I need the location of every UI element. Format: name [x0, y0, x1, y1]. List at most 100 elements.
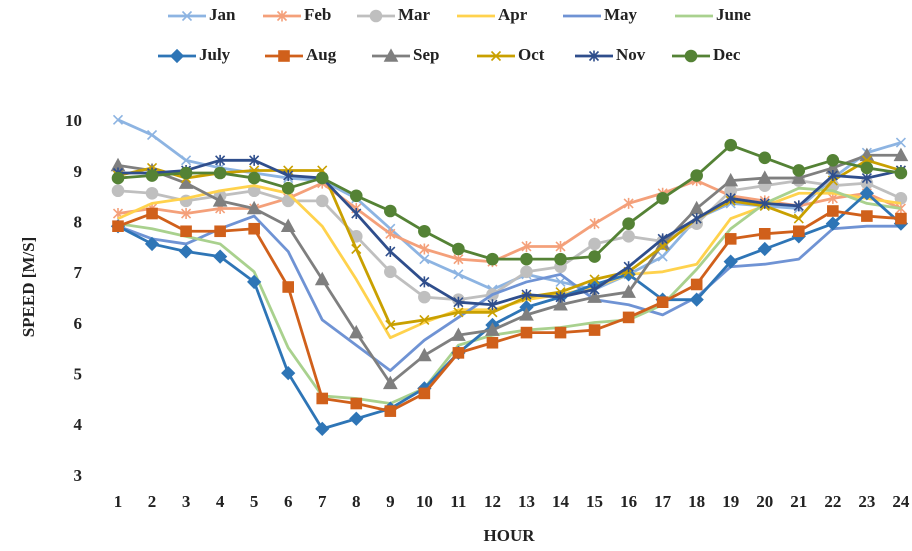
- data-point: [315, 421, 330, 436]
- x-tick-label: 7: [318, 492, 327, 511]
- data-point: [348, 324, 364, 339]
- data-point: [451, 327, 466, 341]
- data-point: [418, 290, 431, 304]
- x-tick-label: 20: [756, 492, 773, 511]
- data-point: [215, 154, 226, 166]
- y-tick-label: 6: [74, 314, 83, 333]
- data-point: [555, 240, 566, 252]
- y-tick-label: 7: [74, 263, 83, 282]
- data-point: [623, 197, 634, 209]
- legend-label: Nov: [616, 45, 646, 64]
- data-point: [382, 375, 398, 390]
- data-point: [178, 244, 194, 259]
- marker: [684, 49, 698, 63]
- x-tick-label: 10: [416, 492, 433, 511]
- series-line: [117, 191, 902, 431]
- x-tick-label: 17: [654, 492, 672, 511]
- x-tick-label: 5: [250, 492, 259, 511]
- data-point: [419, 243, 430, 255]
- x-tick-label: 3: [182, 492, 191, 511]
- data-point: [895, 137, 906, 148]
- data-point: [554, 252, 567, 266]
- data-point: [859, 186, 875, 201]
- data-point: [723, 172, 739, 187]
- x-tick-label: 13: [518, 492, 535, 511]
- data-point: [519, 307, 534, 321]
- x-tick-label: 21: [790, 492, 807, 511]
- data-point: [453, 296, 464, 308]
- data-point: [793, 200, 804, 212]
- y-axis-title: SPEED [M/S]: [19, 237, 38, 338]
- data-point: [520, 252, 533, 266]
- data-point: [384, 204, 397, 218]
- x-axis-title: HOUR: [484, 526, 536, 545]
- data-point: [588, 250, 601, 263]
- data-point: [622, 311, 635, 324]
- data-point: [281, 194, 295, 208]
- data-point: [111, 184, 125, 198]
- data-point: [825, 216, 840, 231]
- legend-label: Apr: [498, 5, 528, 24]
- data-point: [826, 154, 840, 167]
- data-point: [791, 170, 807, 184]
- data-point: [281, 181, 295, 195]
- data-point: [281, 366, 296, 381]
- legend-label: Aug: [306, 45, 337, 64]
- data-point: [350, 397, 363, 410]
- data-point: [249, 154, 260, 166]
- data-point: [419, 254, 430, 265]
- data-point: [827, 205, 839, 217]
- data-point: [861, 172, 872, 184]
- x-tick-label: 4: [216, 492, 225, 511]
- data-point: [486, 252, 499, 266]
- legend-label: Mar: [398, 5, 431, 24]
- series-line: [117, 153, 901, 385]
- data-point: [657, 233, 668, 245]
- data-point: [757, 241, 772, 257]
- data-point: [385, 319, 396, 331]
- data-point: [759, 197, 770, 209]
- data-point: [656, 296, 669, 309]
- data-point: [724, 138, 738, 152]
- data-point: [452, 347, 465, 359]
- series-line: [117, 186, 902, 405]
- data-point: [282, 281, 295, 293]
- data-point: [452, 242, 465, 256]
- data-point: [145, 169, 159, 182]
- x-tick-label: 18: [688, 492, 705, 511]
- series-line: [117, 158, 902, 327]
- data-point: [351, 243, 362, 255]
- data-point: [419, 276, 430, 288]
- data-point: [792, 164, 806, 177]
- y-tick-label: 4: [74, 415, 83, 434]
- data-point: [895, 212, 907, 225]
- y-tick-label: 8: [74, 213, 83, 232]
- x-tick-label: 6: [284, 492, 293, 511]
- data-point: [349, 411, 364, 426]
- data-point: [521, 289, 532, 301]
- data-point: [144, 236, 160, 252]
- data-point: [385, 228, 396, 240]
- data-point: [145, 186, 159, 200]
- legend-label: July: [199, 45, 231, 64]
- legend-label: Sep: [413, 45, 439, 64]
- x-tick-label: 14: [552, 492, 570, 511]
- x-tick-label: 23: [858, 492, 875, 511]
- data-point: [623, 261, 634, 273]
- data-point: [112, 114, 124, 125]
- data-point: [690, 169, 703, 182]
- x-tick-label: 19: [722, 492, 739, 511]
- data-point: [589, 218, 600, 230]
- data-point: [349, 189, 363, 203]
- y-tick-label: 3: [74, 466, 83, 485]
- data-point: [111, 171, 125, 185]
- data-point: [453, 253, 464, 265]
- data-point: [521, 240, 532, 252]
- data-point: [691, 213, 702, 225]
- data-point: [247, 274, 262, 290]
- y-tick-label: 5: [74, 365, 83, 384]
- data-point: [725, 192, 736, 204]
- data-point: [657, 251, 668, 262]
